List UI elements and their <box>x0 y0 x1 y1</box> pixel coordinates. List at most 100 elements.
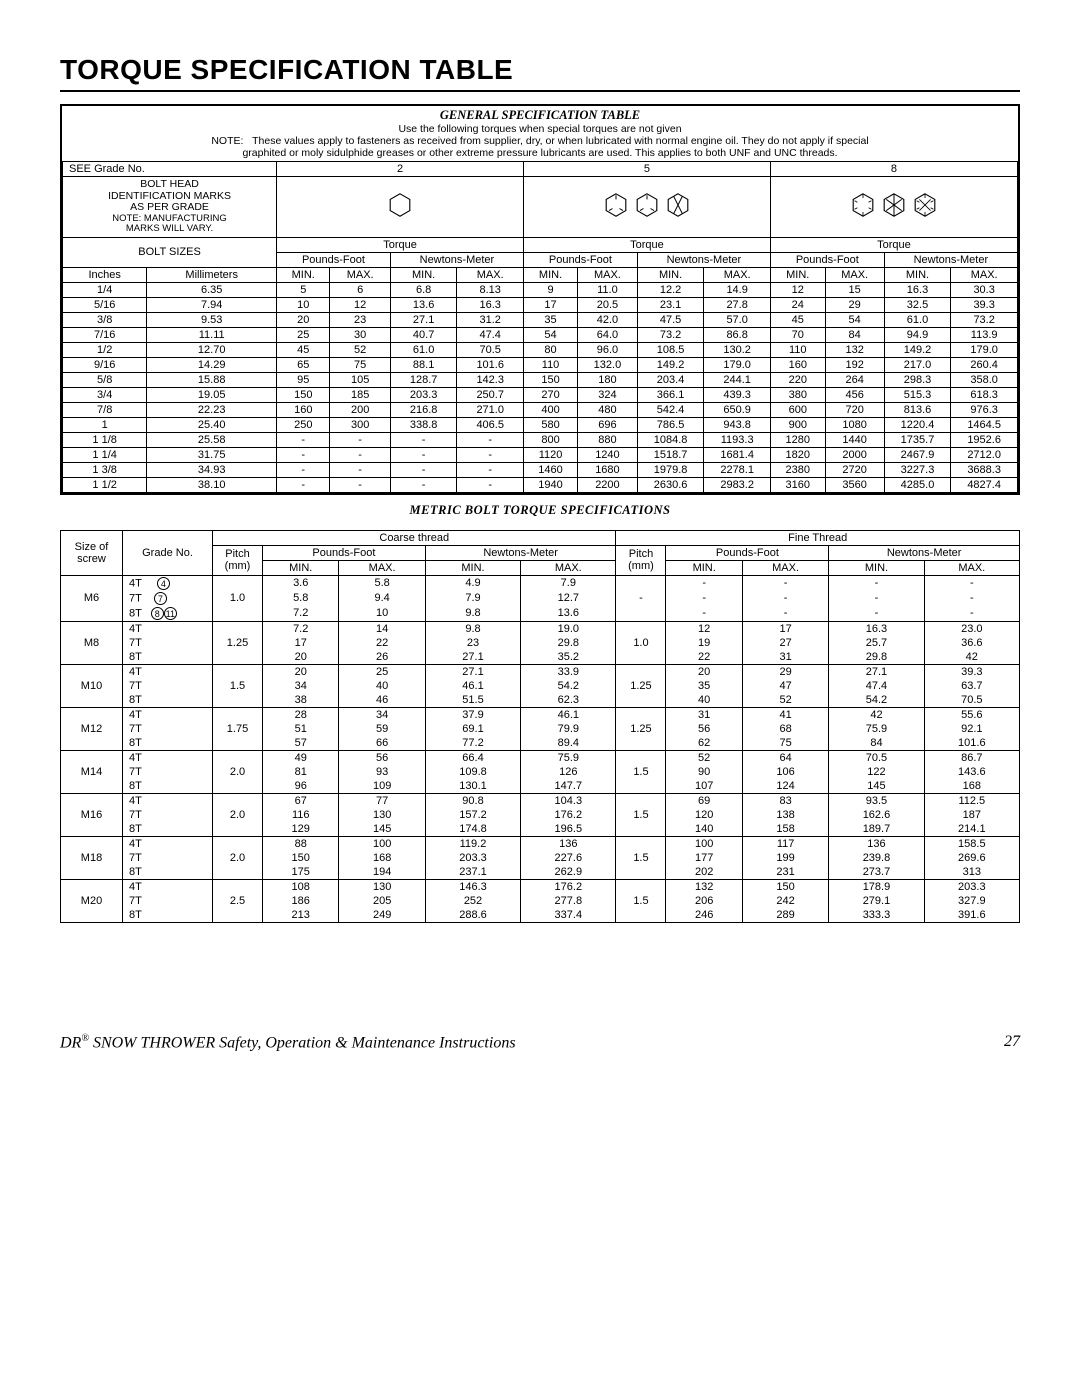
torque-label-g2: Torque <box>277 237 524 252</box>
cell: 93.5 <box>829 793 924 808</box>
cell: 205 <box>339 894 425 908</box>
cell: 51.5 <box>425 693 520 708</box>
cell: 77 <box>339 793 425 808</box>
cell: 47.4 <box>457 327 524 342</box>
cell: 90 <box>666 765 742 779</box>
pitch-cell <box>616 879 666 894</box>
pitch-cell: 1.0 <box>213 591 263 606</box>
cell: 112.5 <box>924 793 1019 808</box>
pitch-cell <box>616 693 666 708</box>
cell: 333.3 <box>829 908 924 923</box>
cell: 279.1 <box>829 894 924 908</box>
table-row: 3/419.05150185203.3250.7270324366.1439.3… <box>63 387 1018 402</box>
note-line-wrap: NOTE: These values apply to fasteners as… <box>68 135 1012 147</box>
grade-cell: 8T <box>123 736 213 751</box>
cell: 54.2 <box>521 679 616 693</box>
cell: 288.6 <box>425 908 520 923</box>
grade-cell: 4T <box>123 836 213 851</box>
pitch-cell: 1.75 <box>213 722 263 736</box>
cell: 40.7 <box>390 327 457 342</box>
cell: 23.1 <box>637 297 704 312</box>
cell: 1 3/8 <box>63 462 147 477</box>
cell: 800 <box>524 432 578 447</box>
pitch-cell: 1.25 <box>616 679 666 693</box>
cell: 7.2 <box>263 621 339 636</box>
cell: - <box>390 462 457 477</box>
cell: 27.1 <box>425 664 520 679</box>
min: MIN. <box>637 267 704 282</box>
cell: 174.8 <box>425 822 520 837</box>
pitch-cell <box>213 650 263 665</box>
max: MAX. <box>339 560 425 575</box>
cell: 38 <box>263 693 339 708</box>
cell: 31.2 <box>457 312 524 327</box>
cell: 179.0 <box>951 342 1018 357</box>
cell: 30 <box>330 327 390 342</box>
pitch-cell <box>213 621 263 636</box>
max: MAX. <box>704 267 771 282</box>
cell: 39.3 <box>924 664 1019 679</box>
table-row: 8T213249288.6337.4246289333.3391.6 <box>61 908 1020 923</box>
cell: 61.0 <box>390 342 457 357</box>
size-cell <box>61 836 123 851</box>
cell: 101.6 <box>924 736 1019 751</box>
pitch-cell <box>213 793 263 808</box>
cell: 1979.8 <box>637 462 704 477</box>
cell: 246 <box>666 908 742 923</box>
pf-g2: Pounds-Foot <box>277 252 391 267</box>
pitch-cell: 1.25 <box>213 636 263 650</box>
cell: 203.3 <box>924 879 1019 894</box>
cell: 277.8 <box>521 894 616 908</box>
cell: 70.5 <box>457 342 524 357</box>
grade-8: 8 <box>770 162 1017 177</box>
cell: 84 <box>829 736 924 751</box>
pitch-cell: - <box>616 591 666 606</box>
cell: 400 <box>524 402 578 417</box>
min: MIN. <box>390 267 457 282</box>
cell: 7.9 <box>521 575 616 591</box>
cell: 19.0 <box>521 621 616 636</box>
cell: 157.2 <box>425 808 520 822</box>
cell: 11.11 <box>147 327 277 342</box>
cell: 64 <box>742 750 828 765</box>
pitch-cell: 1.5 <box>213 679 263 693</box>
cell: 406.5 <box>457 417 524 432</box>
bh-l3: AS PER GRADE <box>65 202 274 214</box>
cell: 107 <box>666 779 742 794</box>
cell: 5 <box>277 282 330 297</box>
size-cell: M16 <box>61 808 123 822</box>
metric-section-title: METRIC BOLT TORQUE SPECIFICATIONS <box>60 503 1020 518</box>
max: MAX. <box>521 560 616 575</box>
cell: 88.1 <box>390 357 457 372</box>
cnm-label: Newtons-Meter <box>425 545 616 560</box>
size-cell <box>61 908 123 923</box>
grade-cell: 8T <box>123 779 213 794</box>
fnm-label: Newtons-Meter <box>829 545 1020 560</box>
cell: - <box>457 432 524 447</box>
cell: 35.2 <box>521 650 616 665</box>
cell: - <box>390 477 457 492</box>
cell: 9 <box>524 282 578 297</box>
cell: 6.8 <box>390 282 457 297</box>
cell: 2720 <box>825 462 884 477</box>
pitch-cell: 1.0 <box>616 636 666 650</box>
cell: 45 <box>770 312 825 327</box>
cell: - <box>924 575 1019 591</box>
table-row: 8T576677.289.4627584101.6 <box>61 736 1020 751</box>
table-row: 1 1/238.10----194022002630.62983.2316035… <box>63 477 1018 492</box>
cell: 22 <box>339 636 425 650</box>
size-cell: M18 <box>61 851 123 865</box>
cell: 119.2 <box>425 836 520 851</box>
cell: 23 <box>425 636 520 650</box>
cell: 47 <box>742 679 828 693</box>
cell: 27.8 <box>704 297 771 312</box>
cell: 132 <box>666 879 742 894</box>
cell: 1518.7 <box>637 447 704 462</box>
cpitch-label: Pitch (mm) <box>213 545 263 575</box>
cell: 130 <box>339 808 425 822</box>
cell: 42 <box>924 650 1019 665</box>
cell: 4285.0 <box>884 477 951 492</box>
pitch-cell <box>213 865 263 880</box>
cell: 213 <box>263 908 339 923</box>
cell: 42 <box>829 707 924 722</box>
